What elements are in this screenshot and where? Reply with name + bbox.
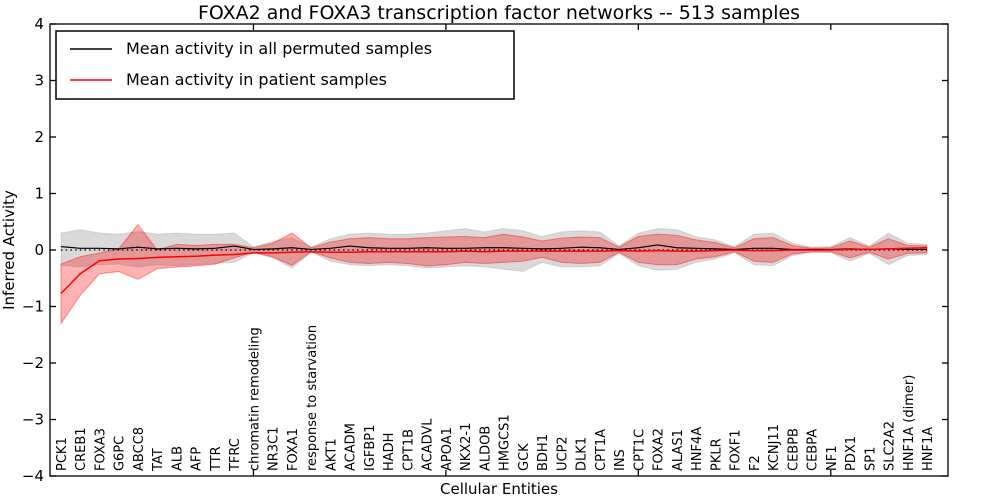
x-category-label: ACADVL [421, 418, 436, 471]
x-category-label: TAT [151, 448, 166, 472]
x-category-label: PCK1 [55, 437, 70, 471]
legend-patient-label: Mean activity in patient samples [126, 70, 387, 89]
x-category-label: HNF1A (dimer) [902, 375, 917, 471]
x-category-label: HMGCS1 [498, 414, 513, 471]
y-tick-labels-layer: 4 3 2 1 0 −1 −2 −3 −4 [22, 15, 44, 485]
x-category-label: NR3C1 [267, 427, 282, 471]
x-axis-label: Cellular Entities [440, 480, 558, 498]
x-category-label: HNF1A [921, 427, 936, 471]
patient-mean-line [60, 246, 928, 295]
y-tick-label: −3 [22, 411, 44, 429]
permuted-mean-line [60, 244, 927, 251]
y-tick-label: −4 [22, 467, 44, 485]
x-category-label: BDH1 [536, 434, 551, 471]
x-category-label: CEBPA [806, 429, 821, 471]
x-category-label: TTR [209, 446, 224, 472]
x-category-label: UCP2 [555, 436, 570, 471]
x-category-label: NF1 [825, 446, 840, 471]
x-category-label: CPT1A [594, 429, 609, 471]
x-category-label: CEBPB [786, 428, 801, 471]
x-category-label: APOA1 [440, 427, 455, 471]
x-category-label: IGFBP1 [363, 425, 378, 471]
x-category-label: TFRC [228, 438, 243, 472]
x-category-label: ABCC8 [132, 427, 147, 471]
x-tick-labels-layer: PCK1 CREB1 FOXA3 G6PC ABCC8 TAT ALB AFP TTR TFRC c… [55, 325, 936, 472]
x-category-label: DLK1 [575, 437, 590, 471]
x-category-label: SP1 [863, 447, 878, 471]
x-category-label: KCNJ11 [767, 424, 782, 471]
x-category-label: FOXF1 [729, 429, 744, 471]
x-category-label: G6PC [113, 436, 128, 471]
legend: Mean activity in all permuted samples Me… [55, 30, 515, 100]
y-tick-label: 4 [34, 15, 44, 33]
x-category-label: chromatin remodeling [247, 327, 262, 471]
x-category-label: ALB [170, 446, 185, 471]
x-category-label: CREB1 [74, 427, 89, 471]
x-category-label: SLC2A2 [883, 421, 898, 471]
y-tick-label: 3 [34, 72, 44, 90]
x-category-label: NKX2-1 [459, 423, 474, 471]
legend-box [55, 30, 515, 100]
y-tick-label: 1 [34, 185, 44, 203]
y-tick-label: 2 [34, 128, 44, 146]
x-category-label: PKLR [709, 438, 724, 471]
confidence-bands-layer [60, 223, 928, 326]
x-category-label: FOXA1 [286, 428, 301, 471]
x-category-label: CPT1B [401, 429, 416, 471]
y-axis-label: Inferred Activity [0, 190, 18, 310]
chart-title: FOXA2 and FOXA3 transcription factor net… [198, 2, 800, 24]
x-category-label: PDX1 [844, 436, 859, 471]
x-category-label: response to starvation [305, 325, 320, 471]
x-category-label: GCK [517, 443, 532, 471]
x-category-label: INS [613, 449, 628, 471]
x-category-label: ALDOB [478, 426, 493, 471]
y-tick-label: −1 [22, 298, 44, 316]
x-category-label: AFP [190, 447, 205, 471]
x-category-label: HNF4A [690, 427, 705, 471]
x-category-label: ALAS1 [671, 429, 686, 471]
y-tick-label: 0 [34, 241, 44, 259]
series-lines-layer [60, 244, 928, 295]
x-category-label: FOXA2 [652, 428, 667, 471]
y-tick-label: −2 [22, 354, 44, 372]
x-category-label: ACADM [344, 423, 359, 471]
x-category-label: F2 [748, 455, 763, 471]
x-category-label: CPT1C [632, 429, 647, 471]
x-category-label: AKT1 [324, 438, 339, 471]
legend-permuted-label: Mean activity in all permuted samples [126, 39, 432, 58]
plot-border [49, 23, 949, 477]
x-category-label: FOXA3 [93, 428, 108, 471]
x-category-label: HADH [382, 433, 397, 471]
